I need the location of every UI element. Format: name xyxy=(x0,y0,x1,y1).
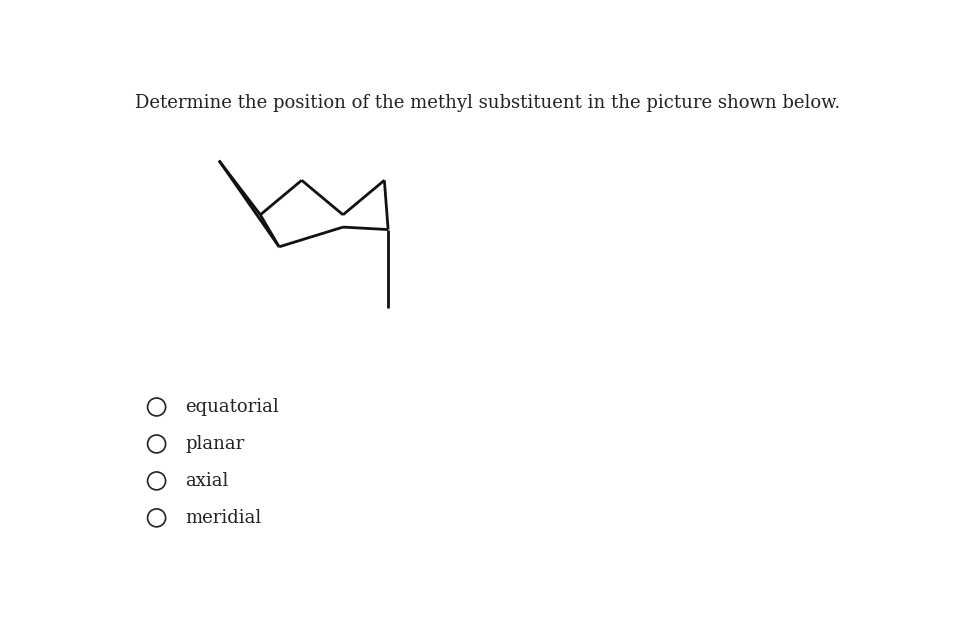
Text: meridial: meridial xyxy=(185,509,261,527)
Text: equatorial: equatorial xyxy=(185,398,279,416)
Text: axial: axial xyxy=(185,472,229,490)
Text: Determine the position of the methyl substituent in the picture shown below.: Determine the position of the methyl sub… xyxy=(135,94,839,112)
Text: planar: planar xyxy=(185,435,244,453)
